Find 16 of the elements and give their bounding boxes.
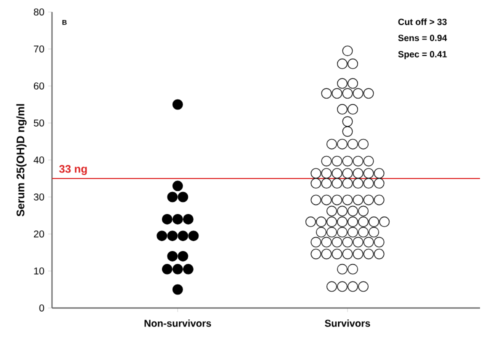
y-axis-title: Serum 25(OH)D ng/ml	[16, 104, 27, 216]
y-tick-label: 40	[34, 156, 44, 164]
y-tick-label: 50	[34, 119, 44, 127]
y-tick-label: 10	[34, 267, 44, 275]
y-tick-label: 60	[34, 82, 44, 90]
annotation: Sens = 0.94	[398, 34, 447, 42]
y-tick-label: 70	[34, 45, 44, 53]
x-tick-label: Survivors	[324, 320, 370, 327]
y-tick-label: 0	[39, 304, 44, 312]
y-tick-label: 20	[34, 230, 44, 238]
y-tick-label: 30	[34, 193, 44, 201]
annotation: Spec = 0.41	[398, 51, 447, 60]
x-tick-label: Non-survivors	[144, 320, 212, 327]
annotation: Cut off > 33	[398, 18, 447, 26]
y-tick-label: 80	[34, 8, 44, 16]
ref-line-label: 33 ng	[59, 165, 87, 175]
